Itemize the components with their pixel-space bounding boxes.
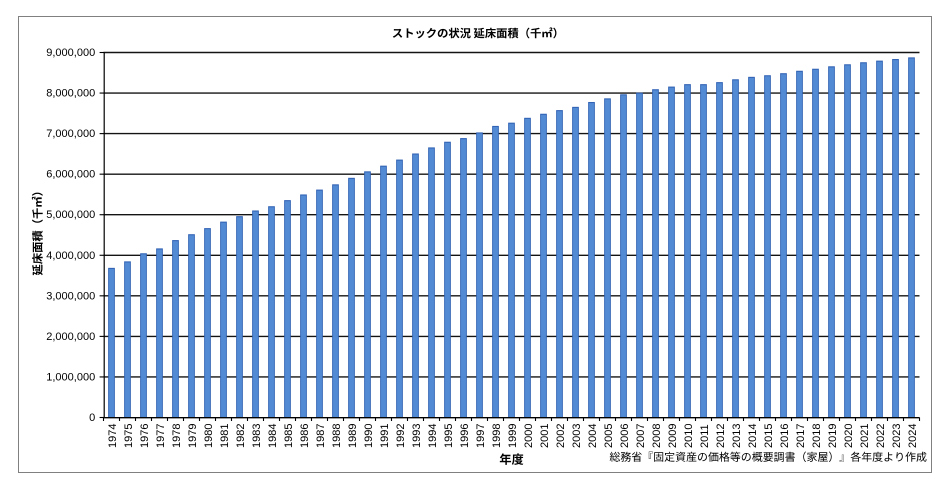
svg-text:2005: 2005 [603,424,615,448]
svg-text:2022: 2022 [875,424,887,448]
svg-text:4,000,000: 4,000,000 [46,250,95,262]
svg-text:2002: 2002 [555,424,567,448]
svg-text:2006: 2006 [619,424,631,448]
svg-text:2020: 2020 [843,424,855,448]
svg-text:1980: 1980 [203,424,215,448]
svg-text:2011: 2011 [699,424,711,448]
svg-text:2017: 2017 [795,424,807,448]
svg-text:1984: 1984 [267,424,279,448]
svg-text:1999: 1999 [507,424,519,448]
svg-text:1977: 1977 [155,424,167,448]
svg-text:6,000,000: 6,000,000 [46,169,95,181]
svg-text:2008: 2008 [651,424,663,448]
svg-text:7,000,000: 7,000,000 [46,128,95,140]
svg-text:3,000,000: 3,000,000 [46,290,95,302]
svg-text:1989: 1989 [347,424,359,448]
svg-text:9,000,000: 9,000,000 [46,47,95,59]
svg-text:1981: 1981 [219,424,231,448]
svg-text:2,000,000: 2,000,000 [46,331,95,343]
svg-text:5,000,000: 5,000,000 [46,209,95,221]
svg-text:1979: 1979 [187,424,199,448]
svg-text:1975: 1975 [123,424,135,448]
svg-text:1974: 1974 [107,424,119,448]
svg-text:1990: 1990 [363,424,375,448]
svg-text:1,000,000: 1,000,000 [46,371,95,383]
svg-text:8,000,000: 8,000,000 [46,88,95,100]
svg-text:2015: 2015 [763,424,775,448]
svg-text:1976: 1976 [139,424,151,448]
svg-text:2009: 2009 [667,424,679,448]
svg-text:1986: 1986 [299,424,311,448]
svg-text:1983: 1983 [251,424,263,448]
svg-text:2013: 2013 [731,424,743,448]
svg-text:1998: 1998 [491,424,503,448]
svg-text:1987: 1987 [315,424,327,448]
svg-text:1978: 1978 [171,424,183,448]
svg-text:2021: 2021 [859,424,871,448]
svg-text:1995: 1995 [443,424,455,448]
svg-text:1993: 1993 [411,424,423,448]
svg-text:1982: 1982 [235,424,247,448]
svg-text:2007: 2007 [635,424,647,448]
svg-text:1988: 1988 [331,424,343,448]
svg-text:2024: 2024 [907,424,919,448]
svg-text:2012: 2012 [715,424,727,448]
svg-text:2014: 2014 [747,424,759,448]
svg-text:1991: 1991 [379,424,391,448]
svg-text:2001: 2001 [539,424,551,448]
svg-text:1996: 1996 [459,424,471,448]
svg-text:2023: 2023 [891,424,903,448]
svg-text:1997: 1997 [475,424,487,448]
svg-text:1992: 1992 [395,424,407,448]
svg-text:2004: 2004 [587,424,599,448]
svg-text:2016: 2016 [779,424,791,448]
svg-text:1994: 1994 [427,424,439,448]
svg-text:1985: 1985 [283,424,295,448]
svg-text:2018: 2018 [811,424,823,448]
svg-text:2003: 2003 [571,424,583,448]
svg-text:2010: 2010 [683,424,695,448]
svg-text:2000: 2000 [523,424,535,448]
svg-text:2019: 2019 [827,424,839,448]
svg-text:0: 0 [89,412,95,424]
